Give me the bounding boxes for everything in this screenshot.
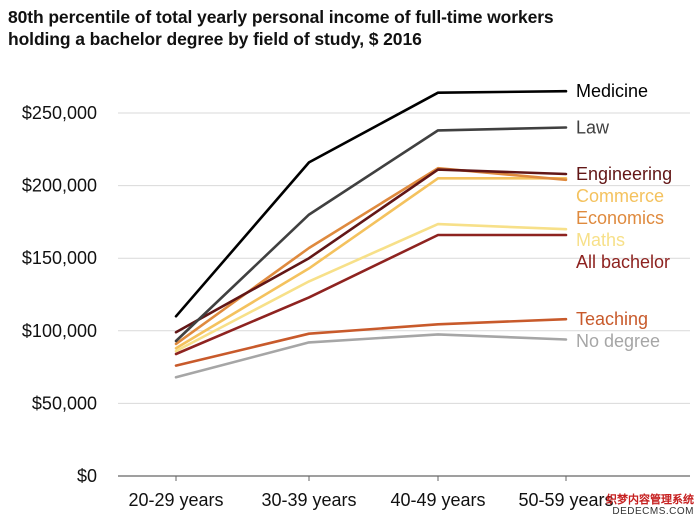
y-tick-label: $250,000 xyxy=(22,103,97,123)
y-tick-label: $50,000 xyxy=(32,393,97,413)
chart-title-line-2: holding a bachelor degree by field of st… xyxy=(8,29,422,49)
x-tick-label: 50-59 years xyxy=(518,490,613,510)
y-axis: $0 $50,000 $100,000 $150,000 $200,000 $250,00… xyxy=(22,103,97,486)
x-axis: 20-29 years 30-39 years 40-49 years 50-59 y… xyxy=(128,476,614,510)
series-line-engineering xyxy=(174,168,568,334)
y-tick-label: $0 xyxy=(77,466,97,486)
series-line-maths xyxy=(174,222,568,353)
y-tick-label: $150,000 xyxy=(22,248,97,268)
series-line-law xyxy=(174,126,568,343)
series-label-no-degree: No degree xyxy=(576,331,660,351)
x-tick-label: 20-29 years xyxy=(128,490,223,510)
series-label-medicine: Medicine xyxy=(576,81,648,101)
series-label-maths: Maths xyxy=(576,230,625,250)
chart-title-line-1: 80th percentile of total yearly personal… xyxy=(8,7,554,27)
series-label-law: Law xyxy=(576,118,610,138)
watermark-line-1: 织梦内容管理系统 xyxy=(606,494,694,506)
y-tick-label: $200,000 xyxy=(22,176,97,196)
series-line-commerce xyxy=(174,177,568,350)
x-tick-label: 30-39 years xyxy=(261,490,356,510)
x-tick-label: 40-49 years xyxy=(390,490,485,510)
series-lines xyxy=(174,89,568,379)
chart-title: 80th percentile of total yearly personal… xyxy=(8,6,692,50)
series-line-no-degree xyxy=(174,333,568,379)
watermark-line-2: DEDECMS.COM xyxy=(612,506,694,517)
series-labels: Medicine Law EngineeringCommerceEconomicsM… xyxy=(576,81,672,351)
series-label-all-bachelor: All bachelor xyxy=(576,252,670,272)
series-line-teaching xyxy=(174,317,568,367)
series-line-all-bachelor xyxy=(174,233,568,356)
series-label-economics: Economics xyxy=(576,208,664,228)
series-label-teaching: Teaching xyxy=(576,309,648,329)
watermark: 织梦内容管理系统 DEDECMS.COM xyxy=(606,494,694,518)
series-line-medicine xyxy=(174,89,568,318)
series-line-economics xyxy=(174,166,568,346)
series-label-commerce: Commerce xyxy=(576,186,664,206)
series-label-engineering: Engineering xyxy=(576,164,672,184)
y-tick-label: $100,000 xyxy=(22,321,97,341)
